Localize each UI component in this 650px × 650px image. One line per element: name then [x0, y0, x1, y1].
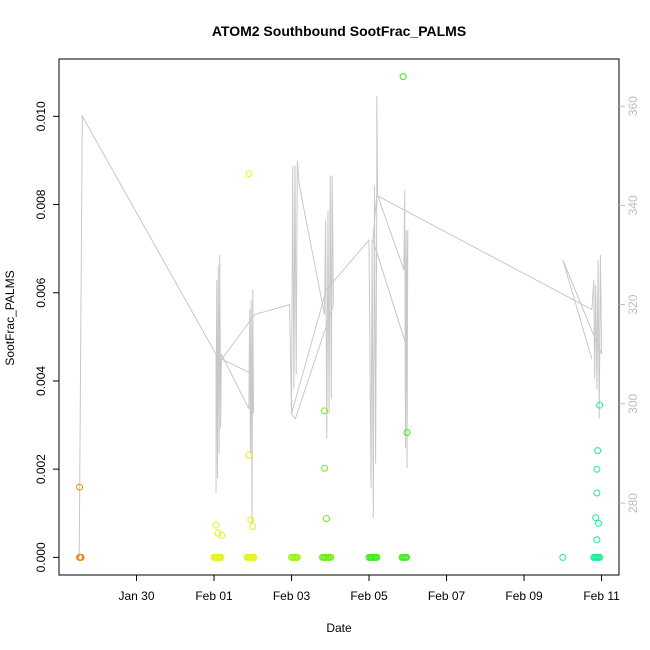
x-tick-label: Feb 01 [195, 589, 233, 603]
data-point [403, 429, 411, 436]
data-point [250, 553, 258, 561]
x-axis-label: Date [326, 621, 352, 635]
y-tick-label: 0.004 [34, 366, 48, 396]
data-point [214, 529, 222, 537]
line-series [78, 96, 603, 558]
data-point [399, 73, 407, 81]
data-point [321, 464, 328, 472]
y2-tick-label: 320 [626, 294, 640, 314]
y-tick-label: 0.000 [34, 542, 48, 572]
data-point [595, 519, 602, 527]
y-axis-label: SootFrac_PALMS [3, 270, 17, 365]
data-point [594, 447, 602, 455]
data-point [596, 401, 604, 409]
x-tick-label: Feb 09 [505, 589, 543, 603]
x-tick-label: Feb 03 [273, 589, 311, 603]
x-tick-label: Feb 07 [428, 589, 466, 603]
y2-tick-label: 340 [626, 195, 640, 215]
series-line [78, 96, 603, 558]
data-point [249, 523, 257, 530]
data-point [247, 516, 255, 524]
data-point [593, 465, 601, 473]
data-point [593, 536, 601, 544]
data-point [559, 553, 567, 561]
data-point [218, 531, 226, 539]
y-axis: 0.000 0.002 0.004 0.006 0.008 0.010 [34, 101, 59, 572]
data-point [403, 553, 411, 561]
x-tick-label: Feb 05 [350, 589, 388, 603]
data-point [212, 521, 220, 529]
y-tick-label: 0.002 [34, 454, 48, 484]
data-point [293, 553, 301, 561]
data-point [596, 553, 604, 561]
y2-tick-label: 280 [626, 493, 640, 513]
chart-title: ATOM2 Southbound SootFrac_PALMS [212, 23, 466, 39]
scatter-series [76, 73, 604, 561]
data-point [327, 553, 335, 561]
y2-tick-label: 300 [626, 393, 640, 413]
plot-area-frame [58, 58, 620, 576]
x-tick-label: Feb 11 [583, 589, 620, 603]
y-tick-label: 0.008 [34, 189, 48, 219]
data-point [217, 553, 225, 561]
data-point [373, 553, 381, 561]
data-point [321, 407, 328, 415]
data-point [593, 489, 601, 497]
data-point [322, 515, 330, 522]
data-point [77, 553, 85, 561]
data-point [245, 451, 253, 459]
x-tick-label: Jan 30 [118, 589, 154, 603]
data-point [245, 170, 253, 178]
x-axis: Jan 30 Feb 01 Feb 03 Feb 05 Feb 07 Feb 09 Feb … [118, 575, 620, 603]
y-tick-label: 0.010 [34, 101, 48, 131]
right-y-axis: 280 300 320 340 360 [619, 96, 640, 513]
y2-tick-label: 360 [626, 96, 640, 116]
data-point [592, 514, 600, 522]
data-point [76, 483, 83, 491]
y-tick-label: 0.006 [34, 277, 48, 307]
